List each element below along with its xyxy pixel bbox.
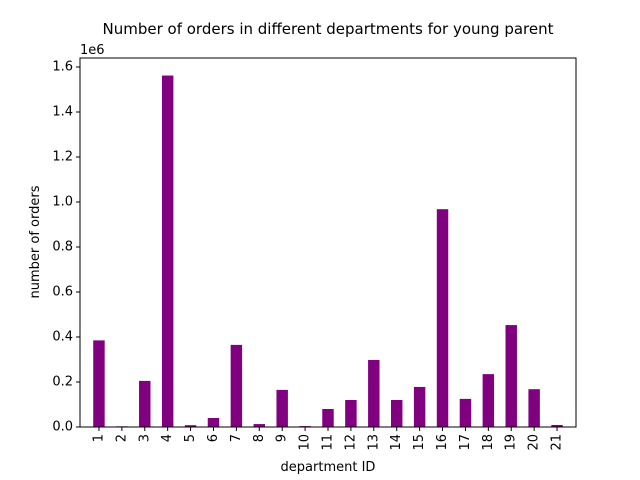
y-tick-label: 0.4 — [52, 330, 73, 345]
x-tick-label: 19 — [504, 434, 519, 451]
bar-department-15 — [414, 387, 425, 427]
x-ticks-group: 1 2 3 4 5 6 7 8 9 10 11 12 13 14 15 16 17 18 19 20 21 — [91, 427, 564, 451]
y-tick-label: 0.6 — [52, 285, 73, 300]
x-tick-label: 9 — [275, 434, 290, 442]
y-tick-label: 0.0 — [52, 420, 73, 435]
x-tick-label: 10 — [298, 434, 313, 451]
bar-department-19 — [506, 325, 517, 427]
y-tick-label: 1.6 — [52, 60, 73, 75]
x-tick-label: 7 — [229, 434, 244, 442]
bar-department-18 — [483, 374, 494, 427]
y-axis-label: number of orders — [28, 185, 43, 298]
x-tick-label: 5 — [183, 434, 198, 442]
x-tick-label: 21 — [550, 434, 565, 451]
plot-frame — [80, 58, 576, 427]
bar-department-7 — [231, 345, 242, 427]
x-tick-label: 14 — [389, 434, 404, 451]
x-tick-label: 13 — [366, 434, 381, 451]
bar-department-3 — [139, 381, 150, 427]
x-tick-label: 15 — [412, 434, 427, 451]
x-tick-label: 16 — [435, 434, 450, 451]
x-tick-label: 4 — [160, 434, 175, 442]
bar-department-13 — [368, 360, 379, 427]
bar-department-6 — [208, 418, 219, 427]
bar-department-1 — [93, 340, 104, 427]
x-tick-label: 11 — [321, 434, 336, 451]
bar-department-17 — [460, 399, 471, 427]
chart-title: Number of orders in different department… — [103, 20, 554, 38]
bar-department-11 — [322, 409, 333, 427]
y-tick-label: 1.0 — [52, 195, 73, 210]
x-tick-label: 18 — [481, 434, 496, 451]
y-tick-label: 0.8 — [52, 240, 73, 255]
y-ticks-group: 0.0 0.2 0.4 0.6 0.8 1.0 1.2 1.4 1.6 — [52, 60, 80, 435]
y-tick-label: 1.2 — [52, 150, 73, 165]
bar-department-4 — [162, 76, 173, 427]
bar-department-9 — [276, 390, 287, 427]
x-tick-label: 2 — [114, 434, 129, 442]
bars-group — [93, 76, 563, 427]
y-tick-label: 1.4 — [52, 105, 73, 120]
y-tick-label: 0.2 — [52, 375, 73, 390]
bar-department-16 — [437, 209, 448, 427]
x-tick-label: 1 — [91, 434, 106, 442]
bar-department-14 — [391, 400, 402, 427]
bar-department-20 — [528, 389, 539, 427]
x-tick-label: 20 — [527, 434, 542, 451]
y-scale-label: 1e6 — [80, 43, 105, 58]
bar-department-12 — [345, 400, 356, 427]
x-tick-label: 17 — [458, 434, 473, 451]
x-axis-label: department ID — [281, 460, 376, 475]
x-tick-label: 6 — [206, 434, 221, 442]
x-tick-label: 3 — [137, 434, 152, 442]
x-tick-label: 8 — [252, 434, 267, 442]
x-tick-label: 12 — [343, 434, 358, 451]
